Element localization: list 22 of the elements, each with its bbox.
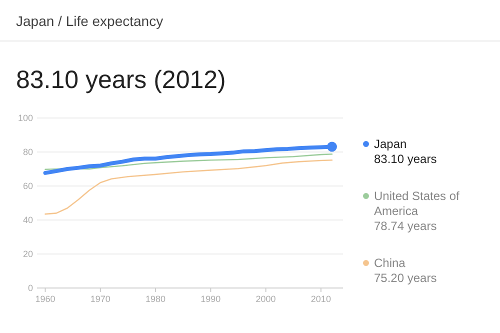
- legend-label: Japan: [374, 137, 407, 151]
- y-tick-label: 60: [22, 181, 33, 191]
- legend-label: China: [374, 256, 406, 270]
- y-tick-label: 40: [22, 215, 33, 225]
- line-series: [44, 160, 333, 215]
- y-tick-label: 20: [22, 249, 33, 259]
- x-tick-label: 1980: [146, 294, 166, 304]
- y-tick-label: 0: [28, 283, 33, 293]
- x-tick-label: 1960: [35, 294, 56, 304]
- y-tick-label: 80: [22, 147, 33, 157]
- x-tick-label: 2000: [256, 294, 276, 304]
- chart-title: Japan / Life expectancy: [16, 13, 164, 29]
- chart-subtitle: 83.10 years (2012): [16, 66, 226, 94]
- x-tick-label: 1990: [200, 294, 221, 304]
- x-tick-label: 2010: [310, 294, 331, 304]
- text: 78.74 years: [374, 219, 437, 233]
- line-series: [44, 153, 333, 170]
- text: 83.10 years: [374, 152, 437, 166]
- text: 75.20 years: [374, 271, 437, 285]
- x-tick-label: 1970: [90, 294, 110, 304]
- y-tick-label: 100: [18, 113, 33, 123]
- legend-label: United States of America: [374, 189, 460, 218]
